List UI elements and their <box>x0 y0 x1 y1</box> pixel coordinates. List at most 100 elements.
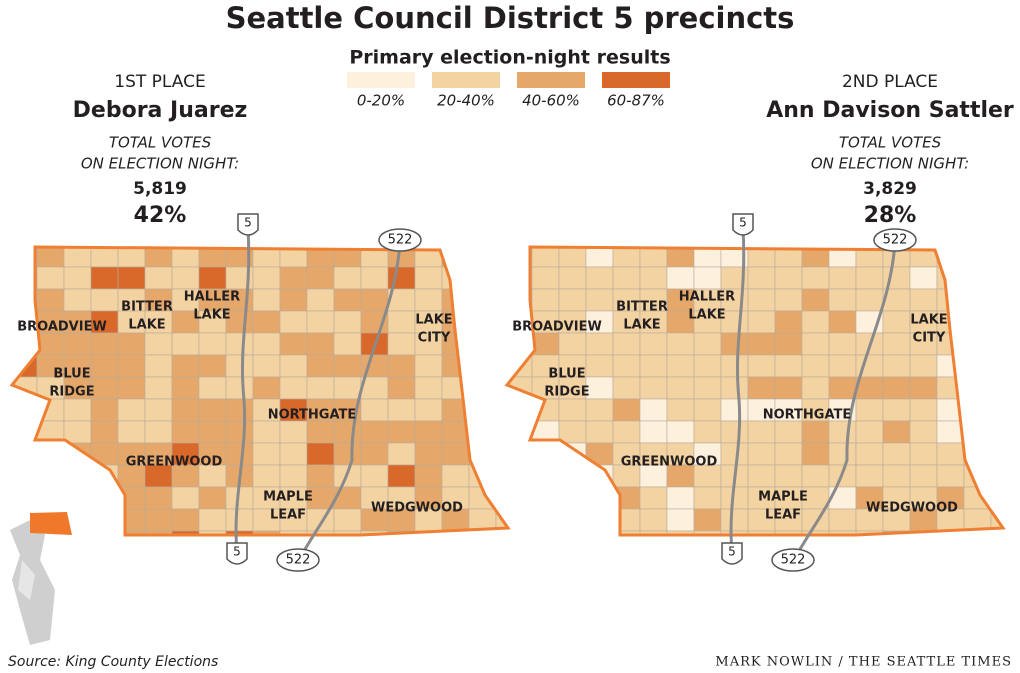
precinct <box>414 247 443 268</box>
precinct <box>666 354 695 378</box>
precinct <box>252 332 281 356</box>
neighborhood-label: LAKE <box>415 313 452 328</box>
precinct <box>531 288 560 312</box>
precinct <box>117 354 146 378</box>
precinct <box>63 332 92 356</box>
precinct <box>693 508 722 532</box>
precinct <box>171 376 200 400</box>
precinct <box>198 420 227 444</box>
precinct <box>774 464 803 488</box>
precinct <box>666 508 695 532</box>
candidate: Ann Davison Sattler <box>766 98 1014 123</box>
precinct <box>495 442 508 466</box>
precinct <box>882 376 911 400</box>
votes: 5,819 <box>133 179 187 199</box>
precinct <box>252 530 281 535</box>
precinct <box>507 486 533 510</box>
precinct <box>666 332 695 356</box>
precinct <box>693 530 722 535</box>
precinct <box>909 354 938 378</box>
precinct <box>801 442 830 466</box>
precinct <box>144 420 173 444</box>
precinct <box>279 310 308 334</box>
precinct <box>558 464 587 488</box>
precinct <box>585 486 614 510</box>
precinct <box>12 464 38 488</box>
precinct <box>990 420 1003 444</box>
precinct <box>639 530 668 535</box>
precinct <box>117 398 146 422</box>
precinct <box>828 530 857 535</box>
precinct <box>585 288 614 312</box>
precinct <box>531 266 560 290</box>
precinct <box>909 266 938 290</box>
legend-label: 20-40% <box>437 92 495 110</box>
precinct <box>333 420 362 444</box>
precinct <box>882 442 911 466</box>
precinct <box>360 464 389 488</box>
precinct <box>639 332 668 356</box>
precinct <box>495 530 508 535</box>
precinct <box>225 332 254 356</box>
precinct <box>468 420 497 444</box>
precinct <box>828 442 857 466</box>
precinct <box>693 332 722 356</box>
precinct <box>225 398 254 422</box>
precinct <box>63 398 92 422</box>
precinct <box>306 376 335 400</box>
shield <box>771 548 815 572</box>
precinct <box>720 530 749 535</box>
precinct <box>90 354 119 378</box>
neighborhood-label: HALLER <box>184 290 240 305</box>
precinct <box>855 420 884 444</box>
precinct <box>774 310 803 334</box>
shield-label: 522 <box>286 553 311 568</box>
precinct <box>801 508 830 532</box>
precinct <box>639 376 668 400</box>
votes-label: TOTAL VOTES <box>839 134 942 152</box>
neighborhood-label: WEDGWOOD <box>371 501 463 516</box>
precinct <box>36 266 65 290</box>
precinct <box>90 288 119 312</box>
precinct <box>36 442 65 466</box>
precinct <box>612 332 641 356</box>
precinct <box>198 508 227 532</box>
precinct <box>801 530 830 535</box>
precinct <box>333 288 362 312</box>
votes: 3,829 <box>863 179 917 199</box>
precinct <box>828 420 857 444</box>
precinct <box>990 376 1003 400</box>
precinct <box>828 376 857 400</box>
precinct <box>801 266 830 290</box>
neighborhood-label: CITY <box>913 331 946 346</box>
place: 1ST PLACE <box>114 72 205 92</box>
precinct <box>774 376 803 400</box>
precinct <box>225 442 254 466</box>
neighborhood-label: BITTER <box>121 300 173 315</box>
precinct <box>117 266 146 290</box>
precinct <box>963 420 992 444</box>
precinct <box>468 442 497 466</box>
neighborhood-label: NORTHGATE <box>268 408 357 423</box>
precinct <box>990 398 1003 422</box>
precinct <box>639 486 668 510</box>
precinct <box>12 332 38 356</box>
precinct <box>252 464 281 488</box>
precinct <box>801 464 830 488</box>
precinct <box>90 376 119 400</box>
precinct <box>468 247 497 268</box>
precinct <box>558 486 587 510</box>
precinct <box>36 332 65 356</box>
precinct <box>801 354 830 378</box>
precinct <box>441 442 470 466</box>
neighborhood-label: BROADVIEW <box>17 320 107 335</box>
precinct <box>990 288 1003 312</box>
highways: 5 5 522 522 <box>721 213 917 572</box>
precinct <box>855 442 884 466</box>
precinct <box>882 464 911 488</box>
precinct <box>585 266 614 290</box>
precinct <box>468 288 497 312</box>
precinct <box>774 442 803 466</box>
precinct <box>747 530 776 535</box>
precinct <box>909 288 938 312</box>
